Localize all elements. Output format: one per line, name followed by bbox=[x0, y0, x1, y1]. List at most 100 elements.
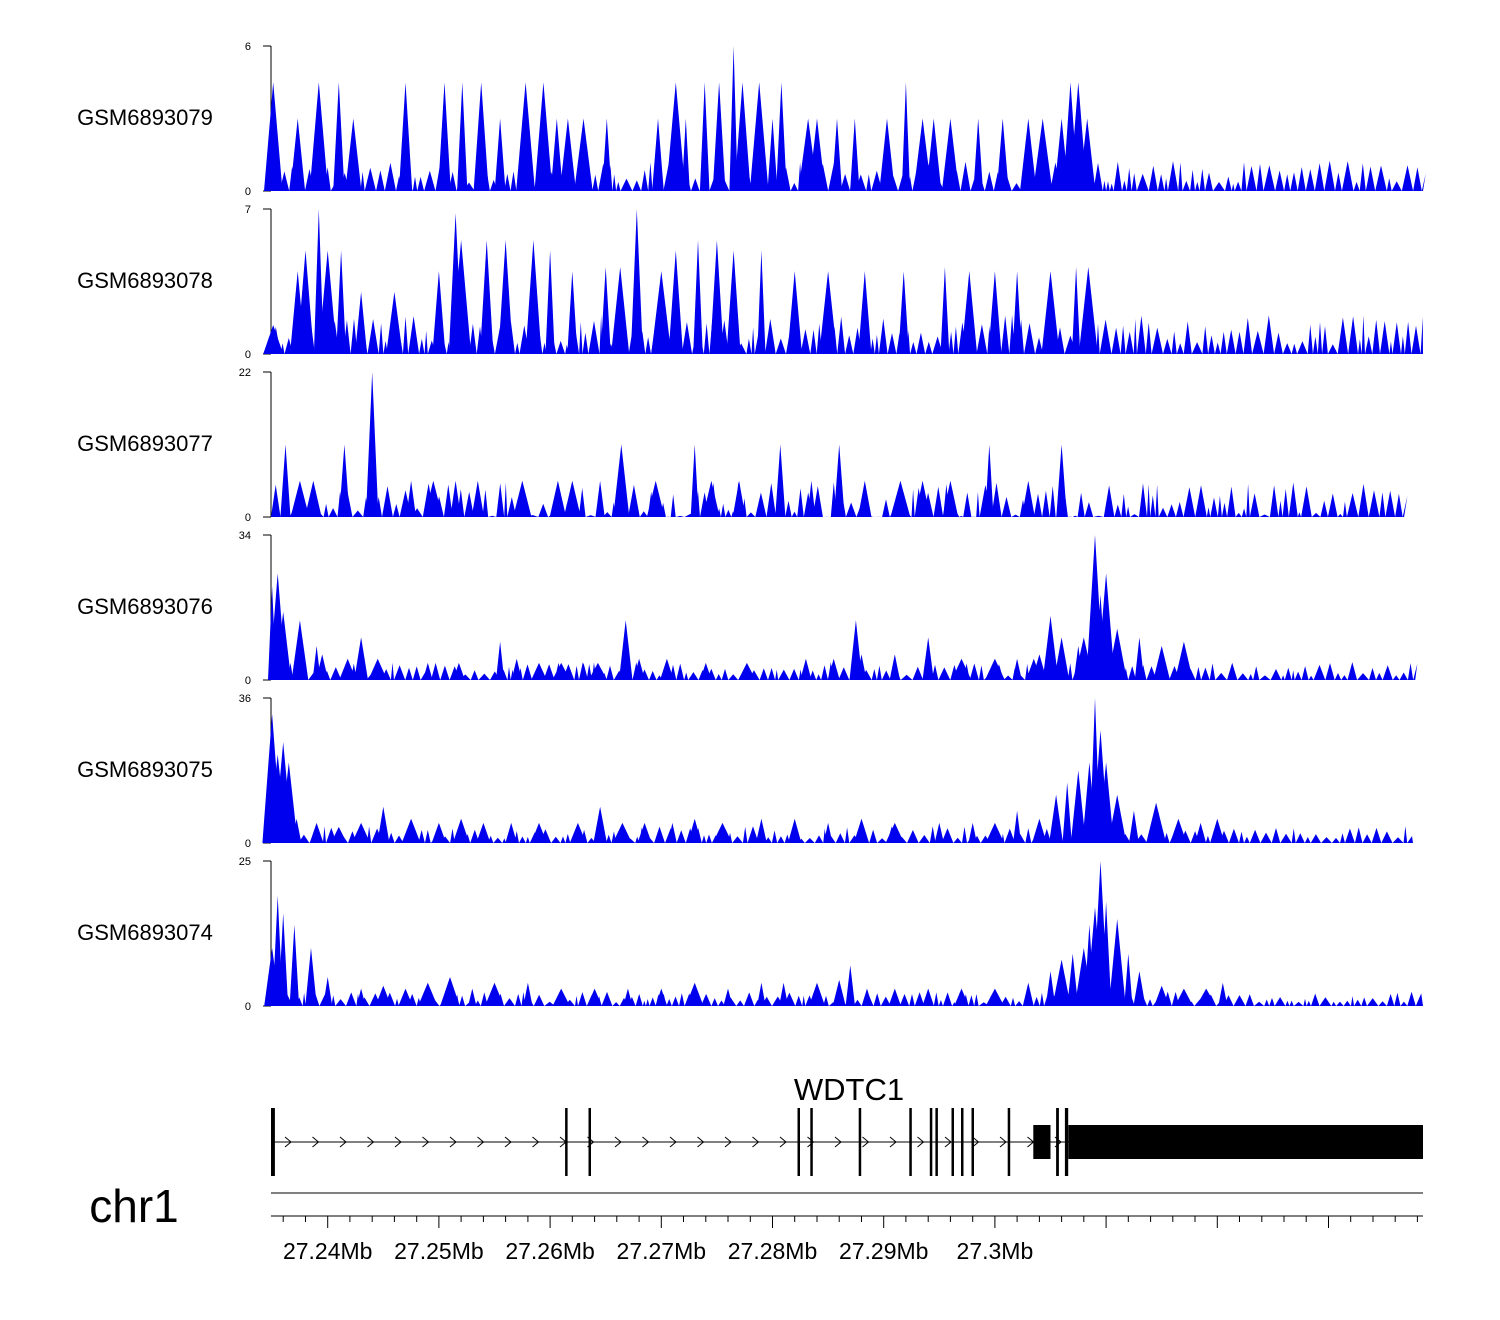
signal-peak bbox=[480, 240, 494, 354]
exon bbox=[271, 1108, 275, 1176]
signal-peak bbox=[550, 118, 563, 191]
exon bbox=[1068, 1125, 1423, 1159]
signal-peak bbox=[354, 637, 368, 680]
signal-peak bbox=[612, 822, 632, 843]
signal-peak bbox=[309, 822, 324, 843]
exon bbox=[1064, 1108, 1069, 1176]
signal-peak bbox=[890, 480, 911, 517]
signal-peak bbox=[699, 82, 710, 191]
signal-peak bbox=[511, 658, 522, 680]
signal-peak bbox=[1052, 959, 1071, 1006]
signal-peak bbox=[808, 982, 825, 1006]
strand-arrow bbox=[972, 1136, 980, 1148]
strand-arrow bbox=[807, 1136, 815, 1148]
signal-peak bbox=[712, 822, 733, 843]
signal-peak bbox=[850, 118, 860, 191]
signal-peak bbox=[954, 988, 969, 1006]
y-tick-label-min: 0 bbox=[245, 675, 251, 687]
signal-peak bbox=[668, 250, 683, 354]
signal-peak bbox=[494, 118, 506, 191]
exon bbox=[588, 1108, 591, 1176]
x-tick-label: 27.24Mb bbox=[283, 1238, 373, 1264]
track-GSM6893079: GSM6893079 6 0 bbox=[77, 41, 1426, 198]
signal-peak bbox=[652, 118, 664, 191]
signal-peak bbox=[800, 658, 812, 680]
signal-peak bbox=[1107, 628, 1127, 680]
signal-peak bbox=[668, 822, 677, 843]
signal-peak bbox=[431, 822, 447, 843]
signal-peak bbox=[457, 82, 468, 191]
signal-peak bbox=[289, 924, 300, 1006]
signal-peak bbox=[1021, 480, 1035, 517]
signal-peak bbox=[291, 620, 309, 680]
signal-peak bbox=[685, 982, 704, 1006]
signal-peak bbox=[280, 444, 291, 517]
y-tick-label-max: 22 bbox=[239, 367, 251, 379]
signal-peak bbox=[858, 271, 872, 354]
signal-peak bbox=[681, 118, 690, 191]
strand-arrow bbox=[532, 1136, 540, 1148]
signal-peak bbox=[1022, 982, 1034, 1006]
signal-peak bbox=[613, 444, 630, 517]
signal-peak bbox=[845, 965, 855, 1006]
signal-peak bbox=[1134, 637, 1145, 680]
signal-peak bbox=[1175, 641, 1193, 680]
y-tick-label-max: 6 bbox=[245, 41, 251, 53]
signal-peak bbox=[525, 240, 542, 354]
signal-peak bbox=[1032, 654, 1047, 680]
signal-peak bbox=[516, 82, 535, 191]
y-tick-label-min: 0 bbox=[245, 512, 251, 524]
signal-peak bbox=[879, 118, 895, 191]
signal-peak bbox=[1195, 822, 1207, 843]
y-tick-label-min: 0 bbox=[245, 838, 251, 850]
signal-peak bbox=[450, 480, 461, 517]
signal-peak bbox=[637, 822, 652, 843]
signal-peak bbox=[646, 480, 665, 517]
signal-peak bbox=[279, 762, 298, 843]
signal-peak bbox=[534, 82, 553, 191]
gene-model-track: WDTC1 bbox=[271, 1072, 1423, 1176]
signal-peak bbox=[1070, 770, 1086, 843]
strand-arrow bbox=[339, 1136, 347, 1148]
signal-peak bbox=[651, 271, 672, 354]
strand-arrow bbox=[394, 1136, 402, 1148]
signal-peak bbox=[985, 822, 1005, 843]
signal-peak bbox=[988, 271, 1002, 354]
signal-peak bbox=[418, 982, 438, 1006]
track-label: GSM6893079 bbox=[77, 105, 213, 130]
signal-peak bbox=[633, 658, 645, 680]
signal-peak bbox=[1071, 267, 1081, 354]
signal-peak bbox=[452, 818, 470, 843]
strand-arrow bbox=[724, 1136, 732, 1148]
strand-arrow bbox=[504, 1136, 512, 1148]
signal-peak bbox=[666, 82, 686, 191]
signal-peak bbox=[779, 982, 789, 1006]
signal-peak bbox=[1100, 901, 1112, 1006]
signal-peak bbox=[738, 662, 756, 680]
signal-peak bbox=[623, 988, 633, 1006]
signal-peak bbox=[275, 611, 292, 680]
signal-peak bbox=[1067, 953, 1079, 1006]
signal-peak bbox=[1129, 810, 1139, 843]
strand-arrow bbox=[614, 1136, 622, 1148]
track-label: GSM6893075 bbox=[77, 757, 213, 782]
signal-peak bbox=[1041, 271, 1060, 354]
gene-name-label: WDTC1 bbox=[794, 1072, 904, 1107]
signal-peak bbox=[808, 118, 826, 191]
signal-peak bbox=[619, 620, 633, 680]
track-GSM6893075: GSM6893075 36 0 bbox=[77, 693, 1413, 850]
track-GSM6893074: GSM6893074 25 0 bbox=[77, 856, 1423, 1013]
signal-peak bbox=[1042, 616, 1059, 680]
signal-peak bbox=[729, 46, 738, 191]
strand-arrow bbox=[669, 1136, 677, 1148]
strand-arrow bbox=[834, 1136, 842, 1148]
signal-peak bbox=[934, 822, 944, 843]
signal-peak bbox=[498, 240, 513, 354]
signal-peak bbox=[356, 988, 366, 1006]
y-tick-label-min: 0 bbox=[245, 349, 251, 361]
track-label: GSM6893077 bbox=[77, 431, 213, 456]
genome-axis: chr1 27.24Mb 27.25Mb 27.26Mb 27.27Mb 27.28Mb… bbox=[89, 1180, 1423, 1264]
signal-peak bbox=[587, 988, 602, 1006]
signal-peak bbox=[333, 82, 345, 191]
signal-peak bbox=[1210, 818, 1225, 843]
